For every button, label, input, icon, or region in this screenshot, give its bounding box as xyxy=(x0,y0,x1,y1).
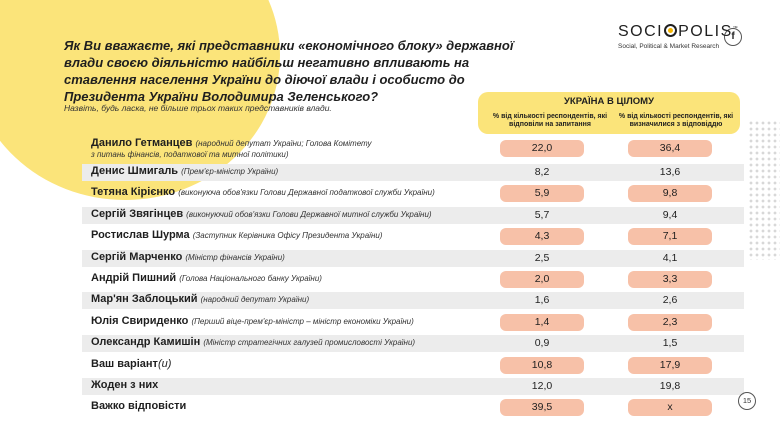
value-decided: 36,4 xyxy=(628,140,712,157)
value-decided: х xyxy=(628,399,712,417)
respondent-option-label: Сергій Марченко (Міністр фінансів Україн… xyxy=(91,251,285,263)
table-row: Сергій Звягінцев (виконуючий обов'язки Г… xyxy=(64,205,744,226)
option-role: (Голова Національного банку України) xyxy=(179,273,322,283)
option-name: Олександр Камишін xyxy=(91,336,201,349)
option-name: Ростислав Шурма xyxy=(91,229,190,242)
option-role: (Міністр фінансів України) xyxy=(185,252,285,262)
value-decided: 2,6 xyxy=(662,294,678,307)
value-answered: 5,9 xyxy=(500,185,584,203)
value-decided: 19,8 xyxy=(659,379,681,392)
value-answered: 5,7 xyxy=(534,208,550,221)
logo-o-icon xyxy=(664,24,678,37)
respondent-option-label: Андрій Пишний (Голова Національного банк… xyxy=(91,272,322,284)
respondent-option-label: Олександр Камишін (Міністр стратегічних … xyxy=(91,336,415,348)
value-answered: 12,0 xyxy=(531,379,553,392)
option-name: Андрій Пишний xyxy=(91,271,177,284)
table-header-box xyxy=(478,92,740,134)
respondent-option-label: Тетяна Кірієнко (виконуюча обов'язки Гол… xyxy=(91,186,435,198)
respondent-option-label: Сергій Звягінцев (виконуючий обов'язки Г… xyxy=(91,208,432,220)
column-header-answered: % від кількості респондентів, які відпов… xyxy=(492,113,608,128)
respondent-option-label: Жоден з них xyxy=(91,379,158,391)
value-decided: 17,9 xyxy=(628,356,712,374)
table-row: Жоден з них 12,0 19,8 xyxy=(64,376,744,397)
table-row: Олександр Камишін (Міністр стратегічних … xyxy=(64,333,744,354)
respondent-option-label: Юлія Свириденко (Перший віце-прем'єр-мін… xyxy=(91,315,414,327)
question-instruction: Назвіть, будь ласка, не більше трьох так… xyxy=(64,103,332,113)
table-row: Ваш варіант(и) 10,8 17,9 xyxy=(64,355,744,376)
value-decided: 2,3 xyxy=(628,313,712,331)
column-header-decided: % від кількості респондентів, які визнач… xyxy=(618,113,734,128)
option-role: (виконуючий обов'язки Голови Державної м… xyxy=(186,209,432,219)
value-answered: 4,3 xyxy=(500,228,584,246)
value-answered: 0,9 xyxy=(534,337,550,350)
logo-tagline: Social, Political & Market Research xyxy=(618,43,720,50)
value-decided: 3,3 xyxy=(628,270,712,288)
value-decided: 4,1 xyxy=(662,251,678,264)
value-decided: 13,6 xyxy=(659,166,681,178)
value-decided: 1,5 xyxy=(662,337,678,350)
respondent-option-label: Важко відповісти xyxy=(91,400,186,412)
option-name: Сергій Звягінцев xyxy=(91,207,184,220)
logo-part2: POLIS xyxy=(678,23,733,40)
table-row: Тетяна Кірієнко (виконуюча обов'язки Гол… xyxy=(64,183,744,204)
table-row: Ростислав Шурма (Заступник Керівника Офі… xyxy=(64,226,744,247)
option-role: (Міністр стратегічних галузей промислово… xyxy=(203,338,416,348)
question-text-part1: Як Ви вважаєте, які представники «економ… xyxy=(64,38,514,70)
option-name: Ваш варіант xyxy=(91,357,158,370)
value-answered: 2,0 xyxy=(500,270,584,288)
option-name: Мар'ян Заблоцький xyxy=(91,293,198,306)
option-role: (народний депутат України; Голова Коміте… xyxy=(195,139,372,148)
value-answered: 39,5 xyxy=(500,399,584,417)
option-role: (Прем'єр-міністр України) xyxy=(181,167,279,176)
results-table: Данило Гетманцев (народний депутат Украї… xyxy=(64,136,744,419)
table-row: Мар'ян Заблоцький (народний депутат Укра… xyxy=(64,290,744,311)
value-decided: 9,4 xyxy=(662,208,678,221)
logo-part1: SOCI xyxy=(618,23,664,40)
value-answered: 8,2 xyxy=(534,166,550,178)
option-name: Данило Гетманцев xyxy=(91,137,193,149)
survey-question: Як Ви вважаєте, які представники «економ… xyxy=(64,37,534,105)
table-header-title: УКРАЇНА В ЦІЛОМУ xyxy=(563,96,654,107)
option-name: Юлія Свириденко xyxy=(91,314,189,327)
value-decided: 9,8 xyxy=(628,185,712,203)
table-row: Андрій Пишний (Голова Національного банк… xyxy=(64,269,744,290)
option-name: Жоден з них xyxy=(91,378,159,391)
respondent-option-label: Денис Шмигаль (Прем'єр-міністр України) xyxy=(91,165,278,177)
value-decided: 7,1 xyxy=(628,228,712,246)
respondent-option-label: Ростислав Шурма (Заступник Керівника Офі… xyxy=(91,229,382,241)
option-role: (народний депутат України) xyxy=(200,295,310,305)
option-suffix: (и) xyxy=(157,357,172,370)
respondent-option-label: Данило Гетманцев (народний депутат Украї… xyxy=(91,138,372,160)
facebook-icon[interactable]: f xyxy=(724,28,742,46)
option-name: Тетяна Кірієнко xyxy=(91,186,176,199)
logo-tm: ™ xyxy=(732,25,740,32)
table-row: Важко відповісти 39,5 х xyxy=(64,397,744,418)
question-highlight: найбільш негативно впливають xyxy=(231,55,451,70)
value-answered: 10,8 xyxy=(500,356,584,374)
option-name: Сергій Марченко xyxy=(91,250,183,263)
table-row: Юлія Свириденко (Перший віце-прем'єр-мін… xyxy=(64,312,744,333)
value-answered: 1,4 xyxy=(500,313,584,331)
logo-wordmark: SOCI POLIS™ xyxy=(618,23,739,41)
value-answered: 2,5 xyxy=(534,251,550,264)
option-role: (виконуюча обов'язки Голови Державної по… xyxy=(178,188,435,198)
table-row: Денис Шмигаль (Прем'єр-міністр України) 8… xyxy=(64,162,744,183)
value-answered: 22,0 xyxy=(500,140,584,157)
option-role: (Заступник Керівника Офісу Президента Ук… xyxy=(192,231,383,241)
respondent-option-label: Ваш варіант(и) xyxy=(91,358,171,370)
table-row: Данило Гетманцев (народний депутат Украї… xyxy=(64,136,744,162)
question-text-part2: на ставлення населення України до діючої… xyxy=(64,55,470,104)
option-role-line2: з питань фінансів, податкової та митної … xyxy=(91,150,289,159)
value-answered: 1,6 xyxy=(534,294,550,307)
option-role: (Перший віце-прем'єр-міністр – міністр е… xyxy=(191,316,414,326)
respondent-option-label: Мар'ян Заблоцький (народний депутат Укра… xyxy=(91,293,309,305)
decorative-dot-grid xyxy=(748,120,780,260)
option-name: Важко відповісти xyxy=(91,400,187,413)
sociopolis-logo: SOCI POLIS™ Social, Political & Market Re… xyxy=(618,23,739,50)
option-name: Денис Шмигаль xyxy=(91,165,179,177)
page-number: 15 xyxy=(738,392,756,410)
table-row: Сергій Марченко (Міністр фінансів Україн… xyxy=(64,248,744,269)
